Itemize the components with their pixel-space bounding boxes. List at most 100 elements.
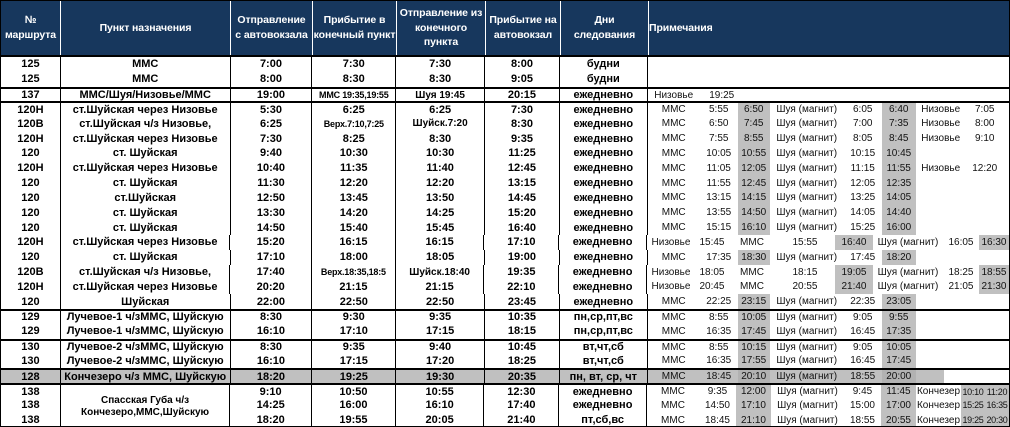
notes-subcell[interactable]: ММС xyxy=(661,355,686,367)
days-cell[interactable]: вт,чт,сб xyxy=(560,340,648,354)
notes-subcell[interactable]: Шуя (магнит) xyxy=(777,386,838,398)
departure-from-station-cell[interactable]: 13:30 xyxy=(231,205,313,221)
route-cell[interactable]: 125 xyxy=(1,71,61,87)
notes-subcell[interactable]: 20:55 xyxy=(880,412,916,426)
arrival-terminal-cell[interactable]: 10:30 xyxy=(312,145,397,161)
notes-subcell[interactable]: ММС xyxy=(661,207,686,219)
notes-subcell[interactable]: 8:55 xyxy=(737,131,770,146)
destination-cell[interactable]: ст.Шуйская через Низовье xyxy=(61,131,231,146)
route-cell[interactable]: 138 xyxy=(1,412,61,426)
departure-from-terminal-cell[interactable]: 21:15 xyxy=(396,279,485,295)
days-cell[interactable]: ежедневно xyxy=(559,398,647,413)
notes-cell[interactable]: ММС 8:55 10:15 Шуя (магнит) 9:05 10:05 xyxy=(648,340,1009,354)
notes-subcell[interactable]: 5:55 xyxy=(708,104,729,116)
departure-from-station-cell[interactable]: 9:10 xyxy=(230,385,313,399)
notes-subcell[interactable]: Шуя (магнит) xyxy=(776,133,838,145)
notes-subcell[interactable]: 7:35 xyxy=(881,116,916,132)
arrival-terminal-cell[interactable]: 17:15 xyxy=(312,353,397,369)
notes-subcell[interactable]: 11:55 xyxy=(706,177,731,189)
notes-subcell[interactable]: ММС xyxy=(740,281,764,293)
departure-from-terminal-cell[interactable]: 7:30 xyxy=(396,57,486,72)
notes-subcell[interactable]: Низовье xyxy=(651,266,691,278)
arrival-terminal-cell[interactable]: ММС 19:35,19:55 xyxy=(312,88,397,102)
notes-subcell[interactable]: 17:45 xyxy=(737,323,770,339)
notes-subcell[interactable]: 18:30 xyxy=(737,249,770,265)
days-cell[interactable]: пт,сб,вс xyxy=(559,412,647,426)
notes-subcell[interactable]: 18:25 xyxy=(948,266,974,278)
arrival-at-station-cell[interactable]: 9:35 xyxy=(485,131,560,146)
notes-subcell[interactable]: 21:30 xyxy=(978,279,1009,295)
notes-subcell[interactable]: 16:45 xyxy=(850,355,876,367)
notes-subcell[interactable]: 11:20 xyxy=(984,385,1009,399)
notes-subcell[interactable]: ММС xyxy=(661,222,686,234)
notes-subcell[interactable]: Шуя (магнит) xyxy=(776,311,838,323)
arrival-terminal-cell[interactable]: 22:50 xyxy=(312,294,397,310)
notes-subcell[interactable]: 13:15 xyxy=(706,192,732,204)
notes-subcell[interactable]: Низовье xyxy=(651,281,691,293)
notes-subcell[interactable]: Низовье xyxy=(654,89,694,101)
notes-subcell[interactable]: Шуя (магнит) xyxy=(776,192,838,204)
arrival-terminal-cell[interactable]: 18:00 xyxy=(312,249,397,265)
notes-cell[interactable]: ММС 13:15 14:15 Шуя (магнит) 13:25 14:05 xyxy=(648,190,1009,206)
arrival-terminal-cell[interactable]: 9:30 xyxy=(312,311,397,324)
departure-from-terminal-cell[interactable]: 9:35 xyxy=(396,311,486,324)
departure-from-terminal-cell[interactable]: Шуйск.18:40 xyxy=(396,264,485,280)
notes-subcell[interactable]: Кончезер xyxy=(916,414,961,426)
notes-cell[interactable]: ММС 16:35 17:45 Шуя (магнит) 16:45 17:35 xyxy=(648,323,1009,339)
notes-subcell[interactable]: 11:55 xyxy=(881,160,916,176)
destination-cell[interactable]: ст. Шуйская xyxy=(61,145,231,161)
destination-cell[interactable]: Кончезеро ч/з ММС, Шуйскую xyxy=(60,370,231,384)
days-cell[interactable]: ежедневно xyxy=(559,385,647,399)
departure-from-terminal-cell[interactable]: 16:10 xyxy=(396,398,485,413)
departure-from-terminal-cell[interactable]: 13:50 xyxy=(396,190,486,206)
arrival-at-station-cell[interactable]: 22:10 xyxy=(484,279,560,295)
departure-from-terminal-cell[interactable]: 11:40 xyxy=(396,160,486,176)
notes-subcell[interactable]: ММС xyxy=(661,147,686,159)
notes-subcell[interactable]: 8:05 xyxy=(852,133,873,145)
notes-subcell[interactable]: Шуя (магнит) xyxy=(776,162,838,174)
notes-cell[interactable]: ММС 8:55 10:05 Шуя (магнит) 9:05 9:55 xyxy=(648,311,1009,324)
notes-subcell[interactable]: 8:45 xyxy=(881,131,916,146)
route-cell[interactable]: 138 xyxy=(1,398,61,413)
days-cell[interactable]: будни xyxy=(560,71,648,87)
notes-subcell[interactable]: ММС xyxy=(661,414,685,426)
days-cell[interactable]: будни xyxy=(560,57,648,72)
days-cell[interactable]: пн,ср,пт,вс xyxy=(560,323,648,339)
route-cell[interactable]: 137 xyxy=(1,88,61,102)
notes-subcell[interactable]: 12:00 xyxy=(735,385,771,399)
notes-subcell[interactable]: 20:00 xyxy=(881,370,916,384)
arrival-at-station-cell[interactable]: 15:20 xyxy=(485,205,560,221)
departure-from-station-cell[interactable]: 17:10 xyxy=(231,249,313,265)
notes-subcell[interactable]: 9:35 xyxy=(707,386,728,398)
arrival-terminal-cell[interactable]: 16:00 xyxy=(312,398,396,413)
notes-subcell[interactable]: 17:10 xyxy=(735,398,771,413)
notes-subcell[interactable]: 18:55 xyxy=(978,264,1009,280)
departure-from-terminal-cell[interactable]: Шуя 19:45 xyxy=(396,88,486,102)
arrival-terminal-cell[interactable]: 7:30 xyxy=(312,57,397,72)
days-cell[interactable]: ежедневно xyxy=(560,294,648,310)
notes-subcell[interactable]: 6:40 xyxy=(881,103,916,117)
notes-subcell[interactable]: 10:05 xyxy=(881,340,916,354)
notes-subcell[interactable]: 16:05 xyxy=(948,236,974,248)
arrival-terminal-cell[interactable]: 10:50 xyxy=(312,385,396,399)
notes-cell[interactable]: ММС 18:45 20:10 Шуя (магнит) 18:55 20:00 xyxy=(647,370,1009,384)
arrival-at-station-cell[interactable]: 10:35 xyxy=(485,311,560,324)
destination-cell[interactable]: ст.Шуйская ч/з Низовье, xyxy=(61,116,231,132)
notes-subcell[interactable]: 6:50 xyxy=(737,103,770,117)
notes-subcell[interactable]: 20:10 xyxy=(737,370,770,384)
notes-subcell[interactable]: Шуя (магнит) xyxy=(776,147,838,159)
departure-from-station-cell[interactable]: 8:30 xyxy=(231,340,313,354)
days-cell[interactable]: ежедневно xyxy=(559,234,647,250)
notes-subcell[interactable]: 8:00 xyxy=(974,118,995,130)
departure-from-terminal-cell[interactable]: 15:45 xyxy=(396,220,486,235)
notes-subcell[interactable]: 14:15 xyxy=(737,190,770,206)
notes-subcell[interactable]: Шуя (магнит) xyxy=(877,281,939,293)
notes-subcell[interactable]: 18:15 xyxy=(792,266,818,278)
destination-cell[interactable]: Лучевое-2 ч/зММС, Шуйскую xyxy=(61,353,231,369)
departure-from-station-cell[interactable]: 10:40 xyxy=(231,160,313,176)
arrival-terminal-cell[interactable]: Верх.18:35,18:5 xyxy=(312,264,396,280)
notes-subcell[interactable]: Шуя (магнит) xyxy=(769,370,844,384)
notes-subcell[interactable]: 14:50 xyxy=(704,399,730,411)
arrival-at-station-cell[interactable]: 21:40 xyxy=(484,412,560,426)
notes-subcell[interactable]: ММС xyxy=(661,386,685,398)
